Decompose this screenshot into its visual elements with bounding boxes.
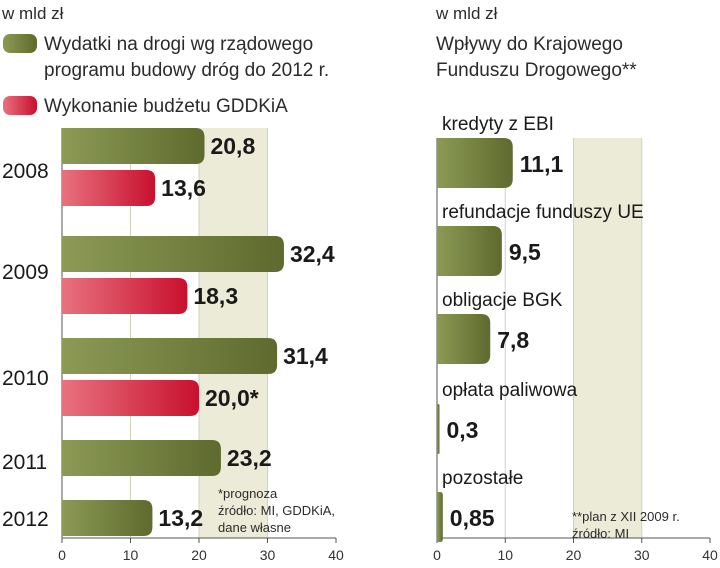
kfd-category-label-0: kredyty z EBI xyxy=(442,114,554,135)
legend-swatch-plan xyxy=(3,34,37,53)
right-unit-label: w mld zł xyxy=(435,4,498,23)
right-title-line1: Wpływy do Krajowego xyxy=(436,34,623,55)
kfd-bar-2 xyxy=(437,314,491,364)
left-tick-label: 30 xyxy=(260,547,276,563)
plan-value-label-2012: 13,2 xyxy=(158,505,203,531)
right-note-0: **plan z XII 2009 r. xyxy=(572,509,680,524)
year-label-2010: 2010 xyxy=(2,367,49,390)
right-tick-label: 20 xyxy=(566,547,582,563)
left-note-0: *prognoza xyxy=(218,486,278,501)
kfd-category-label-1: refundacje funduszy UE xyxy=(442,202,644,223)
legend-label-gddkia: Wykonanie budżetu GDDKiA xyxy=(44,96,288,117)
left-plot: 0 10 20 30 40 2008 20,813,6 2009 32,4 18,3 2010 31,… xyxy=(2,128,344,563)
legend-label-plan-line2: programu budowy dróg do 2012 r. xyxy=(44,60,329,81)
left-note-2: dane własne xyxy=(218,520,291,535)
kfd-bar-0 xyxy=(437,138,513,188)
plan-value-label-2008: 20,8 xyxy=(210,133,255,159)
kfd-value-label-1: 9,5 xyxy=(509,239,541,265)
left-note-1: źródło: MI, GDDKiA, xyxy=(218,503,335,518)
gddkia-bar-2009 xyxy=(62,278,188,314)
gddkia-bar-2008 xyxy=(62,170,156,206)
kfd-value-label-3: 0,3 xyxy=(447,417,479,443)
kfd-value-label-0: 11,1 xyxy=(520,151,564,177)
right-tick-label: 40 xyxy=(702,547,718,563)
gddkia-value-label-2010: 20,0* xyxy=(205,385,259,411)
gddkia-value-label-2008: 13,6 xyxy=(161,175,206,201)
year-label-2011: 2011 xyxy=(2,451,47,474)
left-tick-label: 20 xyxy=(191,547,207,563)
plan-bar-2008 xyxy=(62,128,205,164)
kfd-category-label-4: pozostałe xyxy=(442,468,523,489)
plan-bar-2011 xyxy=(62,440,221,476)
kfd-bar-1 xyxy=(437,226,502,276)
left-unit-label: w mld zł xyxy=(1,4,64,23)
gddkia-value-label-2009: 18,3 xyxy=(193,283,238,309)
right-tick-label: 10 xyxy=(497,547,513,563)
plan-bar-2012 xyxy=(62,500,153,536)
left-band xyxy=(199,128,268,538)
right-plot: 0 10 20 30 40 kredyty z EBI 11,1 refundacje fun… xyxy=(433,114,718,563)
right-band xyxy=(573,138,642,538)
kfd-bar-4 xyxy=(437,492,443,542)
left-tick-label: 0 xyxy=(58,547,66,563)
plan-value-label-2011: 23,2 xyxy=(227,445,272,471)
right-title-line2: Funduszu Drogowego** xyxy=(436,60,637,81)
kfd-value-label-2: 7,8 xyxy=(497,327,529,353)
legend-label-plan-line1: Wydatki na drogi wg rządowego xyxy=(44,34,313,55)
kfd-value-label-4: 0,85 xyxy=(450,505,495,531)
year-label-2012: 2012 xyxy=(2,508,49,531)
kfd-bar-3 xyxy=(437,404,440,454)
kfd-category-label-3: opłata paliwowa xyxy=(442,380,578,401)
plan-bar-2010 xyxy=(62,338,278,374)
year-label-2009: 2009 xyxy=(2,261,49,284)
kfd-category-label-2: obligacje BGK xyxy=(442,290,563,311)
right-note-1: źródło: MI xyxy=(572,526,629,541)
plan-value-label-2009: 32,4 xyxy=(290,241,335,267)
plan-bar-2009 xyxy=(62,236,284,272)
right-tick-label: 0 xyxy=(433,547,441,563)
right-tick-label: 30 xyxy=(634,547,650,563)
left-tick-label: 10 xyxy=(123,547,139,563)
plan-value-label-2010: 31,4 xyxy=(283,343,328,369)
legend-swatch-gddkia xyxy=(3,96,37,115)
left-tick-label: 40 xyxy=(328,547,344,563)
year-label-2008: 2008 xyxy=(2,160,49,183)
gddkia-bar-2010 xyxy=(62,380,199,416)
